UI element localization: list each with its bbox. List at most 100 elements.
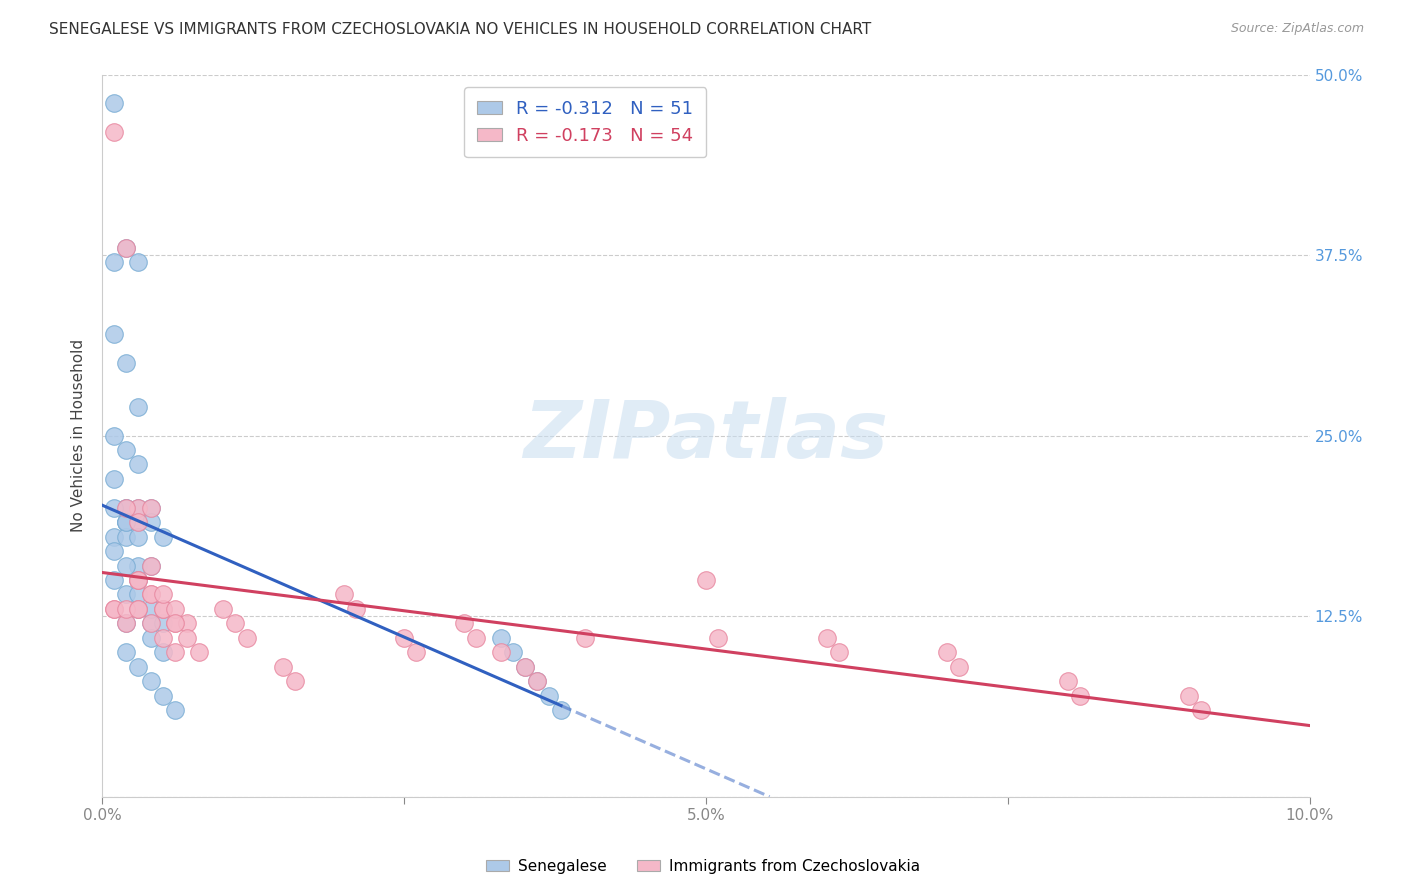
Point bbox=[115, 515, 138, 529]
Point bbox=[103, 96, 125, 111]
Point bbox=[948, 659, 970, 673]
Legend: Senegalese, Immigrants from Czechoslovakia: Senegalese, Immigrants from Czechoslovak… bbox=[479, 853, 927, 880]
Point bbox=[115, 616, 138, 631]
Point bbox=[1189, 703, 1212, 717]
Point bbox=[115, 602, 138, 616]
Point bbox=[489, 645, 512, 659]
Point bbox=[526, 674, 548, 689]
Point bbox=[115, 443, 138, 458]
Point bbox=[127, 587, 149, 601]
Point bbox=[537, 689, 560, 703]
Point bbox=[103, 530, 125, 544]
Point bbox=[152, 587, 174, 601]
Point bbox=[236, 631, 259, 645]
Point bbox=[550, 703, 572, 717]
Point bbox=[127, 602, 149, 616]
Point bbox=[139, 631, 162, 645]
Point bbox=[103, 500, 125, 515]
Text: SENEGALESE VS IMMIGRANTS FROM CZECHOSLOVAKIA NO VEHICLES IN HOUSEHOLD CORRELATIO: SENEGALESE VS IMMIGRANTS FROM CZECHOSLOV… bbox=[49, 22, 872, 37]
Point bbox=[163, 703, 186, 717]
Point bbox=[453, 616, 475, 631]
Point bbox=[332, 587, 354, 601]
Point bbox=[271, 659, 294, 673]
Point bbox=[103, 472, 125, 486]
Point bbox=[103, 327, 125, 342]
Point bbox=[127, 255, 149, 269]
Point bbox=[115, 616, 138, 631]
Point bbox=[152, 602, 174, 616]
Point bbox=[284, 674, 307, 689]
Point bbox=[115, 515, 138, 529]
Point bbox=[163, 616, 186, 631]
Point bbox=[127, 659, 149, 673]
Point bbox=[127, 573, 149, 587]
Point bbox=[139, 587, 162, 601]
Point bbox=[139, 616, 162, 631]
Point bbox=[127, 500, 149, 515]
Point bbox=[139, 500, 162, 515]
Point bbox=[187, 645, 209, 659]
Point bbox=[115, 241, 138, 255]
Point bbox=[465, 631, 488, 645]
Point bbox=[574, 631, 596, 645]
Point bbox=[513, 659, 536, 673]
Y-axis label: No Vehicles in Household: No Vehicles in Household bbox=[72, 339, 86, 533]
Point bbox=[103, 428, 125, 442]
Point bbox=[526, 674, 548, 689]
Point bbox=[127, 458, 149, 472]
Point bbox=[1057, 674, 1080, 689]
Point bbox=[152, 645, 174, 659]
Point bbox=[127, 602, 149, 616]
Point bbox=[127, 500, 149, 515]
Point bbox=[103, 573, 125, 587]
Point bbox=[103, 544, 125, 558]
Point bbox=[127, 573, 149, 587]
Point bbox=[115, 587, 138, 601]
Point bbox=[103, 255, 125, 269]
Point bbox=[695, 573, 717, 587]
Point bbox=[115, 530, 138, 544]
Point bbox=[127, 558, 149, 573]
Point bbox=[152, 602, 174, 616]
Point bbox=[115, 500, 138, 515]
Point bbox=[115, 645, 138, 659]
Point bbox=[1178, 689, 1201, 703]
Point bbox=[163, 602, 186, 616]
Point bbox=[115, 500, 138, 515]
Point bbox=[139, 674, 162, 689]
Point bbox=[127, 602, 149, 616]
Point bbox=[152, 689, 174, 703]
Point bbox=[115, 558, 138, 573]
Legend: R = -0.312   N = 51, R = -0.173   N = 54: R = -0.312 N = 51, R = -0.173 N = 54 bbox=[464, 87, 706, 158]
Point bbox=[152, 616, 174, 631]
Point bbox=[163, 645, 186, 659]
Point bbox=[103, 602, 125, 616]
Point bbox=[344, 602, 367, 616]
Point bbox=[139, 616, 162, 631]
Point bbox=[115, 241, 138, 255]
Point bbox=[127, 515, 149, 529]
Point bbox=[707, 631, 730, 645]
Point bbox=[115, 500, 138, 515]
Point bbox=[405, 645, 427, 659]
Point bbox=[115, 515, 138, 529]
Point bbox=[152, 631, 174, 645]
Point bbox=[127, 400, 149, 414]
Point bbox=[176, 616, 198, 631]
Point bbox=[827, 645, 849, 659]
Point bbox=[392, 631, 415, 645]
Point bbox=[152, 530, 174, 544]
Point bbox=[815, 631, 838, 645]
Point bbox=[139, 558, 162, 573]
Point bbox=[139, 602, 162, 616]
Text: Source: ZipAtlas.com: Source: ZipAtlas.com bbox=[1230, 22, 1364, 36]
Point bbox=[115, 356, 138, 370]
Point bbox=[513, 659, 536, 673]
Point bbox=[139, 515, 162, 529]
Point bbox=[1069, 689, 1091, 703]
Point bbox=[936, 645, 959, 659]
Point bbox=[176, 631, 198, 645]
Point bbox=[139, 558, 162, 573]
Point bbox=[127, 573, 149, 587]
Point bbox=[139, 587, 162, 601]
